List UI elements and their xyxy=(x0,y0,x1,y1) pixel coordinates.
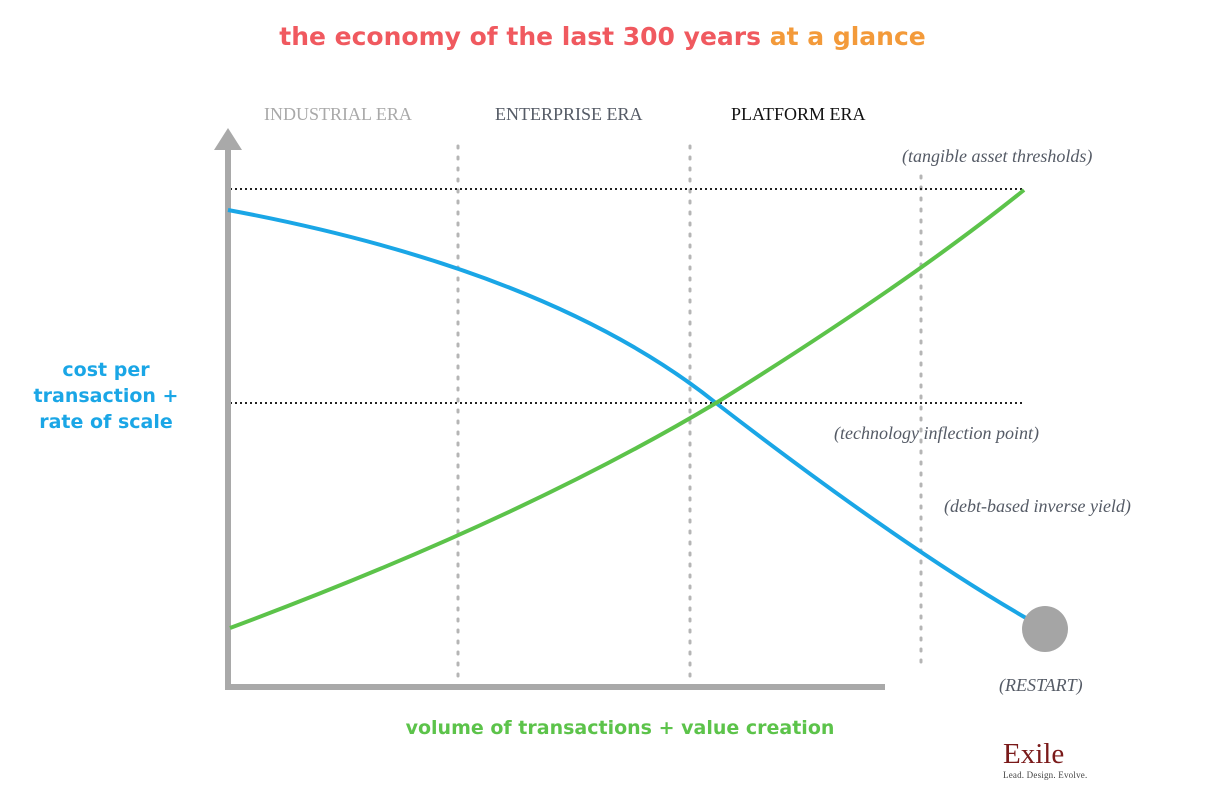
y-axis-label-line1: cost per xyxy=(62,359,150,381)
restart-marker xyxy=(1022,606,1068,652)
industrial-era-label: INDUSTRIAL ERA xyxy=(264,104,412,124)
title-main: the economy of the last 300 years xyxy=(279,22,761,51)
y-axis-label-line2: transaction + xyxy=(33,385,179,407)
page-title: the economy of the last 300 years at a g… xyxy=(0,22,1205,51)
value-curve xyxy=(229,188,1026,630)
x-axis-label: volume of transactions + value creation xyxy=(405,717,835,739)
debt-annotation: (debt-based inverse yield) xyxy=(944,496,1131,516)
platform-era-label: PLATFORM ERA xyxy=(731,104,866,124)
y-axis-label-line3: rate of scale xyxy=(39,411,173,433)
tangible-annotation: (tangible asset thresholds) xyxy=(902,146,1093,166)
enterprise-era-label: ENTERPRISE ERA xyxy=(495,104,643,124)
logo-name: Exile xyxy=(1003,738,1065,770)
logo-tagline: Lead. Design. Evolve. xyxy=(1003,770,1088,780)
restart-annotation: (RESTART) xyxy=(999,675,1083,695)
cost-curve xyxy=(227,208,1028,620)
y-axis-label: cost per transaction + rate of scale xyxy=(20,357,192,435)
inflection-annotation: (technology inflection point) xyxy=(834,423,1039,443)
title-accent: at a glance xyxy=(769,22,926,51)
y-axis-arrow xyxy=(214,128,242,150)
exile-logo: Exile Lead. Design. Evolve. xyxy=(1003,738,1087,780)
